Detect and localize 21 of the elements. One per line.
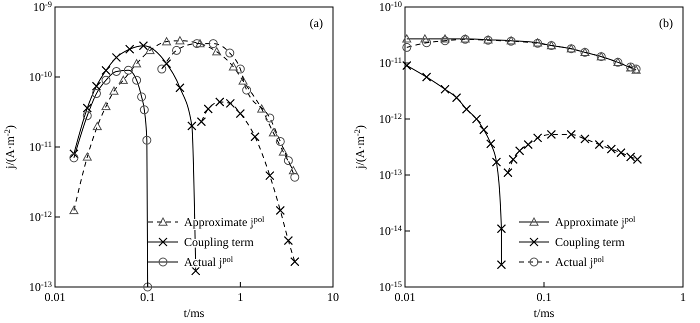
x-axis-title: t/ms bbox=[184, 306, 205, 320]
x-axis-title: t/ms bbox=[534, 306, 555, 320]
y-tick-label: 10$^{-11}$ bbox=[379, 56, 402, 70]
y-tick-label: 10$^{-12}$ bbox=[378, 112, 402, 126]
x-tick-label: 1 bbox=[680, 290, 686, 304]
x-tick-label: 10 bbox=[327, 290, 339, 304]
y-tick-label: 10$^{-11}$ bbox=[29, 140, 52, 154]
legend-label: Approximate j$^{pol}$ bbox=[555, 214, 636, 229]
y-tick-label: 10$^{-10}$ bbox=[378, 0, 402, 14]
legend-label: Coupling term bbox=[555, 235, 626, 249]
y-tick-label: 10$^{-10}$ bbox=[28, 70, 52, 84]
y-tick-label: 10$^{-12}$ bbox=[28, 210, 52, 224]
x-tick-label: 0.1 bbox=[140, 290, 156, 304]
y-tick-label: 10$^{-9}$ bbox=[33, 0, 52, 14]
y-tick-label: 10$^{-13}$ bbox=[378, 168, 402, 182]
legend-label: Actual j$^{pol}$ bbox=[555, 254, 605, 269]
annotation: (a) bbox=[310, 16, 323, 30]
annotation: (b) bbox=[659, 16, 673, 30]
x-tick-label: 1 bbox=[237, 290, 244, 304]
y-tick-label: 10$^{-14}$ bbox=[378, 224, 403, 238]
x-tick-label: 0.1 bbox=[536, 290, 552, 304]
